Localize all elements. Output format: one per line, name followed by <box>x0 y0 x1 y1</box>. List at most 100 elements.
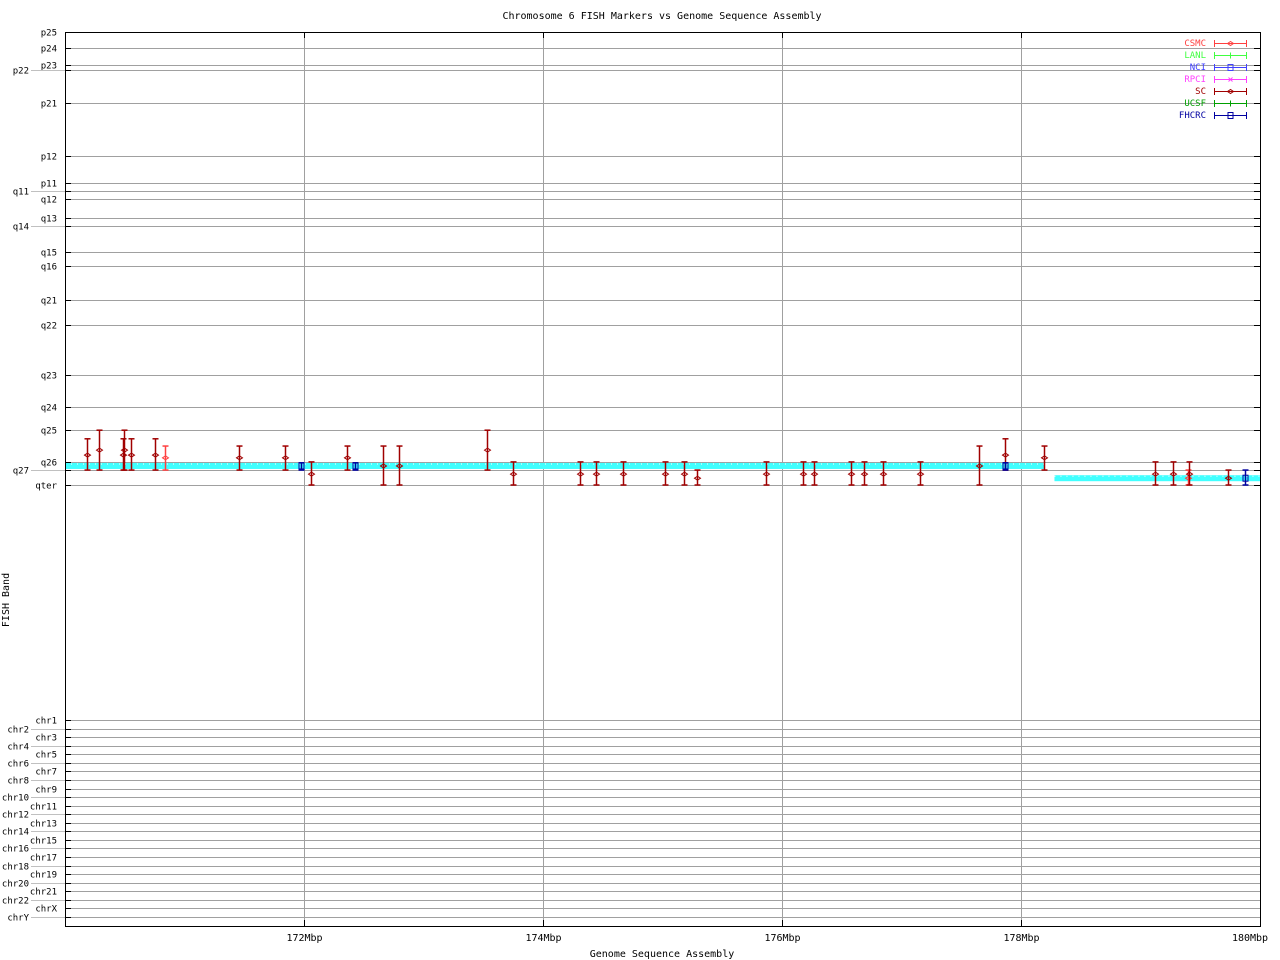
chr-tick-label: chrX <box>35 905 57 915</box>
data-point-sc <box>879 461 888 486</box>
axes: p25 p24 p23 p22 p21 p12 p11 q11 q12 q13 q14 q15 q16 q… <box>2 29 1268 945</box>
data-point-sc <box>1040 445 1049 471</box>
diamond-marker <box>661 471 670 477</box>
diamond-marker <box>343 455 352 461</box>
y-tick-label: q26 <box>41 459 57 469</box>
diamond-marker <box>762 471 771 477</box>
chr-tick-label: chr3 <box>35 734 57 744</box>
data-point-sc <box>235 445 244 471</box>
diamond-marker <box>127 452 136 458</box>
y-tick-label: qter <box>35 482 57 492</box>
data-point-sc <box>762 461 771 486</box>
data-point-sc <box>395 445 404 486</box>
diamond-marker <box>119 452 128 458</box>
diamond-marker <box>1151 471 1160 477</box>
y-tick-label: q23 <box>41 372 57 382</box>
y-tick-label: q16 <box>41 263 57 273</box>
chr-tick-label: chr19 <box>30 871 57 881</box>
y-tick-label: p22 <box>13 67 29 77</box>
assembly-segment <box>1054 475 1260 482</box>
y-axis-label: FISH Band <box>1 573 12 627</box>
diamond-marker <box>151 452 160 458</box>
cross-marker <box>1228 77 1233 82</box>
legend-entry-lanl: LANL <box>1184 51 1247 61</box>
chr-tick-label: chrY <box>7 914 29 924</box>
y-tick-label: q12 <box>41 196 57 206</box>
assembly-segments <box>65 462 1260 482</box>
chr-tick-label: chr6 <box>7 760 29 770</box>
y-tick-label: p21 <box>41 100 57 110</box>
diamond-marker <box>576 471 585 477</box>
diamond-marker <box>1001 452 1010 458</box>
chr-tick-label: chr12 <box>2 811 29 821</box>
legend-entry-nci: NCI <box>1190 63 1247 73</box>
data-point-fhcrc <box>298 462 305 471</box>
diamond-marker <box>1226 40 1235 47</box>
y-tick-label: q27 <box>13 467 29 477</box>
data-point-sc <box>127 438 136 471</box>
diamond-marker <box>379 463 388 469</box>
grid <box>65 32 1261 926</box>
data-point-sc <box>860 461 869 486</box>
y-tick-label: q15 <box>41 249 57 259</box>
chr-tick-label: chr18 <box>2 863 29 873</box>
data-point-fhcrc <box>1002 462 1009 471</box>
diamond-marker <box>1040 455 1049 461</box>
diamond-marker <box>395 463 404 469</box>
square-marker <box>1227 112 1234 119</box>
x-tick-label: 180Mbp <box>1232 933 1268 944</box>
legend-entry-sc: SC <box>1195 87 1247 97</box>
y-tick-label: p12 <box>41 153 57 163</box>
x-tick-label: 176Mbp <box>764 933 800 944</box>
chr-tick-label: chr17 <box>30 854 57 864</box>
square-marker <box>352 462 359 470</box>
data-point-fhcrc <box>352 462 359 471</box>
data-point-sc <box>151 438 160 471</box>
y-tick-label: q25 <box>41 427 57 437</box>
y-tick-label: q14 <box>13 223 29 233</box>
data-point-sc <box>95 429 104 471</box>
chr-tick-label: chr1 <box>35 717 57 727</box>
legend: CSMC LANL NCI RPCI SC UCSF FHCRC <box>1179 39 1247 121</box>
square-marker <box>1227 64 1234 71</box>
diamond-marker <box>1184 475 1193 481</box>
legend-label: RPCI <box>1184 75 1206 85</box>
data-point-sc <box>1151 461 1160 486</box>
data-point-sc <box>576 461 585 486</box>
data-point-sc <box>592 461 601 486</box>
plot-border <box>65 32 1261 927</box>
y-tick-label: p25 <box>41 29 57 39</box>
legend-entry-csmc: CSMC <box>1184 39 1247 49</box>
y-tick-label: q21 <box>41 297 57 307</box>
chart-title: Chromosome 6 FISH Markers vs Genome Sequ… <box>502 11 821 22</box>
data-point-sc <box>343 445 352 471</box>
x-tick-label: 174Mbp <box>525 933 561 944</box>
chr-tick-label: chr4 <box>7 743 29 753</box>
legend-entry-fhcrc: FHCRC <box>1179 111 1247 121</box>
data-point-sc <box>1169 461 1178 486</box>
data-point-sc <box>83 438 92 471</box>
x-tick-label: 172Mbp <box>286 933 322 944</box>
diamond-marker <box>799 471 808 477</box>
data-point-fhcrc <box>1242 469 1249 486</box>
square-marker <box>298 462 305 470</box>
y-tick-label: p24 <box>41 45 57 55</box>
diamond-marker <box>975 463 984 469</box>
chr-tick-label: chr2 <box>7 726 29 736</box>
diamond-marker <box>916 471 925 477</box>
chr-tick-label: chr11 <box>30 803 57 813</box>
legend-label: NCI <box>1190 63 1206 73</box>
diamond-marker <box>810 471 819 477</box>
data-point-sc <box>120 429 129 471</box>
chr-tick-label: chr20 <box>2 880 29 890</box>
data-point-sc <box>307 461 316 486</box>
diamond-marker <box>1226 88 1235 95</box>
square-marker <box>1242 474 1249 482</box>
diamond-marker <box>619 471 628 477</box>
y-tick-label: q11 <box>13 188 29 198</box>
chr-tick-label: chr21 <box>30 888 57 898</box>
x-axis-label: Genome Sequence Assembly <box>590 949 735 960</box>
diamond-marker <box>509 471 518 477</box>
diamond-marker <box>860 471 869 477</box>
